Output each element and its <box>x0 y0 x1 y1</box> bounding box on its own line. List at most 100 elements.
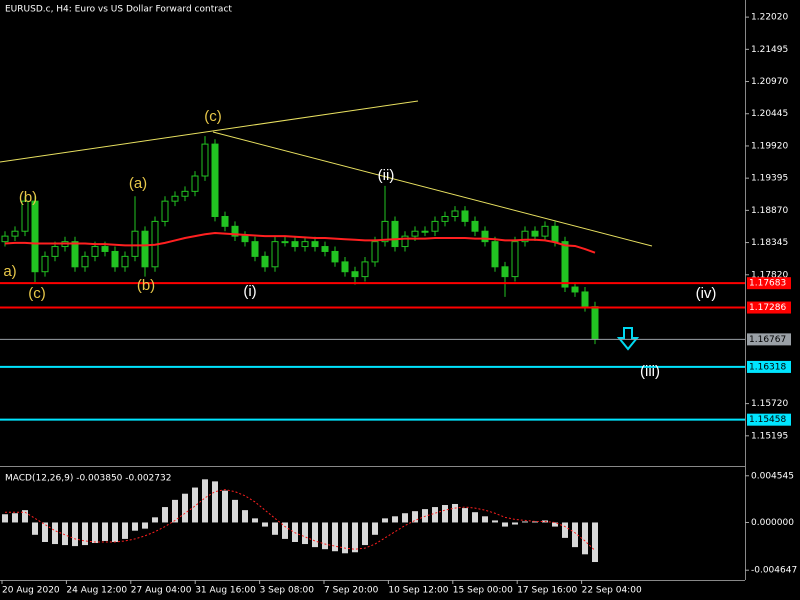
candle-body <box>41 255 49 273</box>
macd-bar <box>512 522 518 525</box>
macd-bar <box>322 522 328 550</box>
macd-y-tick-label: 0.004545 <box>751 471 794 481</box>
x-tick-label: 3 Sep 08:00 <box>260 586 315 596</box>
candle-body <box>71 241 79 268</box>
macd-bar <box>442 505 448 523</box>
price-level-box <box>747 413 791 426</box>
candle-body <box>201 143 209 177</box>
candle-body <box>401 235 409 248</box>
wave-label: (c) <box>204 108 222 125</box>
candle-body <box>221 215 229 227</box>
macd-bar <box>392 516 398 523</box>
candle-body <box>571 286 579 293</box>
macd-bar <box>352 522 358 553</box>
macd-bar <box>242 510 248 523</box>
candle-body <box>1 235 9 243</box>
candle-body <box>331 250 339 263</box>
y-tick-label: 1.22020 <box>751 13 788 23</box>
candle-body <box>371 241 379 263</box>
wave-label: (b) <box>137 277 155 294</box>
price-level-box <box>747 301 791 314</box>
candle-body <box>81 255 89 268</box>
y-tick-label: 1.17820 <box>751 270 788 280</box>
candle-body <box>481 230 489 243</box>
candle-body <box>451 210 459 217</box>
wave-label: (a) <box>129 175 147 192</box>
candle-body <box>561 241 569 288</box>
candle-body <box>551 225 559 243</box>
candle-body <box>51 246 59 257</box>
macd-bar <box>332 522 338 552</box>
macd-bar <box>502 522 508 527</box>
macd-bar <box>42 522 48 542</box>
macd-bar <box>92 522 98 544</box>
moving-average <box>4 232 596 254</box>
macd-bar <box>342 522 348 554</box>
macd-bar <box>592 522 598 563</box>
candle-body <box>281 241 289 244</box>
macd-bar <box>142 522 148 529</box>
macd-bar <box>112 522 118 542</box>
candle-body <box>211 143 219 217</box>
macd-bar <box>122 522 128 539</box>
macd-bar <box>282 522 288 539</box>
candle-body <box>581 291 589 308</box>
wave-label: (iii) <box>640 363 660 380</box>
trend-line <box>0 100 419 163</box>
macd-bar <box>202 479 208 523</box>
macd-bar <box>232 499 238 523</box>
candle-body <box>411 230 419 237</box>
macd-bar <box>62 522 68 546</box>
candle-body <box>291 241 299 248</box>
x-tick-label: 7 Sep 20:00 <box>324 586 379 596</box>
macd-bar <box>162 507 168 523</box>
macd-bar <box>582 522 588 555</box>
candle-body <box>521 230 529 243</box>
y-tick-label: 1.19395 <box>751 174 788 184</box>
candle-body <box>431 220 439 232</box>
macd-bar <box>552 522 558 527</box>
candle-body <box>321 246 329 252</box>
macd-bar <box>372 522 378 535</box>
x-tick-label: 27 Aug 04:00 <box>131 586 192 596</box>
candle-body <box>241 235 249 243</box>
price-level-label: 1.16318 <box>749 362 786 372</box>
macd-bar <box>462 508 468 523</box>
x-tick-label: 15 Sep 00:00 <box>453 586 513 596</box>
y-tick-label: 1.18870 <box>751 206 788 216</box>
macd-bar <box>262 522 268 527</box>
macd-bar <box>402 513 408 523</box>
macd-bar <box>152 517 158 523</box>
candle-body <box>461 210 469 222</box>
candle-body <box>341 261 349 273</box>
candle-body <box>591 306 599 340</box>
trend-line <box>212 131 653 247</box>
candle-body <box>441 215 449 222</box>
y-tick-label: 1.19920 <box>751 141 788 151</box>
candle-body <box>191 175 199 192</box>
candle-body <box>141 230 149 268</box>
macd-bar <box>102 522 108 541</box>
macd-bar <box>192 487 198 523</box>
y-tick-label: 1.20970 <box>751 77 788 87</box>
x-tick-label: 10 Sep 12:00 <box>388 586 448 596</box>
down-arrow <box>616 327 640 351</box>
y-tick-label: 1.18345 <box>751 238 788 248</box>
candle-body <box>391 220 399 248</box>
candle-body <box>361 261 369 278</box>
candle-body <box>501 266 509 278</box>
macd-bar <box>492 520 498 523</box>
wave-label: (ii) <box>378 167 395 184</box>
candle-body <box>421 230 429 233</box>
macd-bar <box>52 522 58 545</box>
macd-bar <box>572 522 578 548</box>
macd-bar <box>12 513 18 523</box>
macd-bar <box>222 490 228 523</box>
x-tick-label: 24 Aug 12:00 <box>66 586 127 596</box>
price-level-label: 1.16767 <box>749 335 786 345</box>
macd-bar <box>272 522 278 535</box>
y-tick-label: 1.15720 <box>751 399 788 409</box>
price-level-box <box>747 333 791 346</box>
x-tick-label: 22 Sep 04:00 <box>582 586 642 596</box>
